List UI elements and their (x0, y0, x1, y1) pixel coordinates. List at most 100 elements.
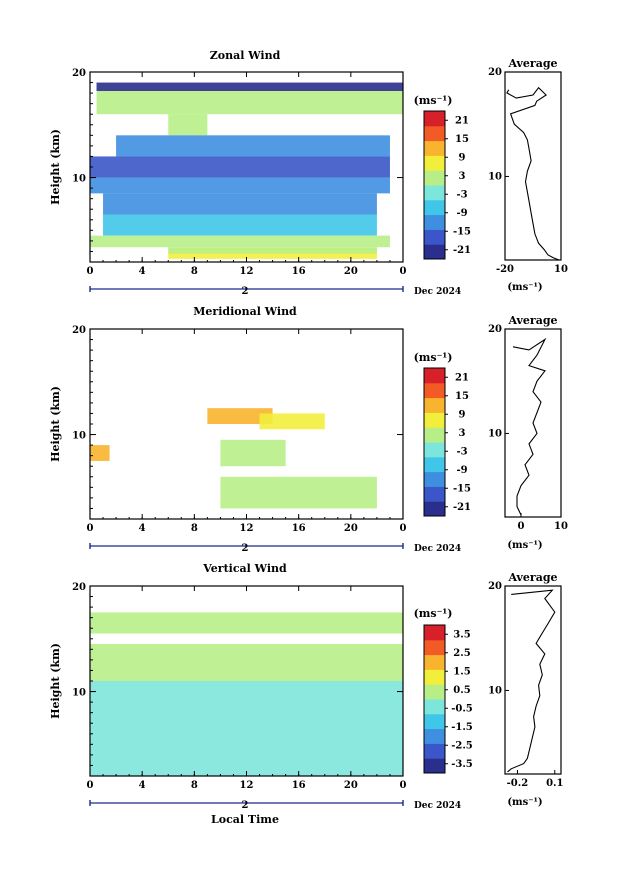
date-day: 2 (242, 543, 249, 554)
colorbar-tick-label: -0.5 (451, 703, 473, 714)
date-month: Dec 2024 (414, 544, 461, 554)
average-x-tick-label: 0.1 (546, 778, 563, 789)
colorbar-segment (424, 699, 445, 715)
colorbar-tick-label: 9 (459, 152, 466, 163)
colorbar-tick-label: 21 (455, 372, 469, 383)
colorbar-tick-label: -15 (453, 226, 471, 237)
colorbar-frame (423, 367, 446, 517)
heatmap-layer (96, 91, 403, 115)
colorbar-segment (424, 625, 445, 641)
colorbar-segment (424, 368, 445, 384)
colorbar-tick-label: 15 (455, 134, 469, 145)
average-profile-line (512, 337, 547, 516)
colorbar-segment (424, 743, 445, 759)
y-tick-label: 10 (72, 174, 86, 185)
date-day: 2 (242, 286, 249, 297)
colorbar-segment (424, 684, 445, 700)
x-tick-label: 16 (292, 780, 306, 791)
colorbar: 3.5 2.5 1.5 0.5 -0.5 -1.5 -2.5 -3.5 (423, 624, 473, 774)
colorbar-segment (424, 185, 445, 201)
heatmap-main: 0 4 8 12 16 20 0 10 20 (72, 582, 407, 806)
colorbar-segment (424, 140, 445, 156)
heatmap-layer (116, 135, 390, 157)
average-y-tick-label: 20 (488, 581, 502, 592)
x-tick-label: 4 (139, 780, 146, 791)
colorbar-unit: (ms⁻¹) (414, 351, 453, 364)
panel-vertical-wind: Vertical Wind Height (km) 0 4 8 12 16 20 01020… (49, 562, 563, 826)
colorbar-tick-label: 3.5 (453, 629, 470, 640)
colorbar-segment (424, 486, 445, 502)
colorbar-segment (424, 382, 445, 399)
x-tick-label: 12 (240, 780, 254, 791)
x-axis-label: Local Time (211, 813, 279, 826)
colorbar-segment (424, 442, 445, 458)
colorbar-tick-label: 2.5 (453, 648, 470, 659)
colorbar-tick-label: -3.5 (451, 759, 473, 770)
average-title: Average (507, 57, 557, 70)
average-y-tick-label: 10 (488, 685, 502, 696)
colorbar-segment (424, 199, 445, 216)
heatmap-layer (90, 681, 403, 776)
average-y-tick-label: 20 (488, 67, 502, 78)
y-tick-label: 10 (72, 688, 86, 699)
colorbar-segment (424, 501, 445, 517)
average-profile-line (507, 589, 556, 773)
average-frame (504, 585, 562, 775)
heatmap-layer (168, 114, 208, 136)
colorbar-segment (424, 244, 445, 260)
x-tick-label: 20 (344, 523, 358, 534)
x-tick-label: 16 (292, 523, 306, 534)
colorbar-tick-label: -3 (456, 446, 467, 457)
panel-meridional-wind: Meridional Wind Height (km) 0 4 8 12 16 20 010… (49, 305, 568, 554)
colorbar-segment (424, 125, 445, 142)
colorbar: 21 15 9 3 -3 -9 -15 -21 (423, 110, 471, 260)
colorbar-tick-label: 0.5 (453, 685, 470, 696)
average-xlabel: (ms⁻¹) (507, 282, 542, 293)
heatmap-main: 0 4 8 12 16 20 0 10 20 (72, 325, 407, 549)
colorbar-segment (424, 397, 445, 413)
colorbar: 21 15 9 3 -3 -9 -15 -21 (423, 367, 471, 517)
colorbar-segment (424, 427, 445, 443)
colorbar-segment (424, 229, 445, 245)
x-tick-label: 20 (344, 780, 358, 791)
heatmap-layer (103, 214, 377, 236)
y-tick-label: 20 (72, 582, 86, 593)
average-frame (504, 328, 562, 518)
average-y-tick-label: 10 (488, 428, 502, 439)
colorbar-tick-label: -9 (456, 465, 467, 476)
average-x-tick-label: 10 (554, 521, 568, 532)
colorbar-segment (424, 214, 445, 230)
heatmap-layer (90, 177, 390, 194)
colorbar-tick-label: -21 (453, 245, 471, 256)
y-axis-label: Height (km) (49, 386, 62, 462)
x-tick-label: 8 (191, 523, 198, 534)
colorbar-tick-label: -15 (453, 483, 471, 494)
average-profile-panel: 0 10 10 20 (488, 324, 568, 532)
heatmap-layer (207, 408, 273, 424)
colorbar-tick-label: 3 (459, 171, 466, 182)
panel-title: Zonal Wind (210, 49, 281, 62)
x-tick-label: 0 (87, 266, 94, 277)
y-tick-label: 20 (72, 68, 86, 79)
colorbar-unit: (ms⁻¹) (414, 94, 453, 107)
colorbar-segment (424, 155, 445, 171)
panel-title: Meridional Wind (193, 305, 297, 318)
colorbar-segment (424, 471, 445, 487)
colorbar-segment (424, 412, 445, 428)
y-axis-label: Height (km) (49, 643, 62, 719)
x-tick-label: 4 (139, 523, 146, 534)
colorbar-tick-label: 21 (455, 115, 469, 126)
colorbar-segment (424, 170, 445, 186)
date-month: Dec 2024 (414, 801, 461, 811)
colorbar-unit: (ms⁻¹) (414, 607, 453, 620)
colorbar-segment (424, 654, 445, 670)
colorbar-segment (424, 111, 445, 127)
colorbar-tick-label: -1.5 (451, 722, 473, 733)
average-title: Average (507, 314, 557, 327)
average-x-tick-label: 0 (518, 521, 525, 532)
colorbar-tick-label: -3 (456, 189, 467, 200)
average-profile-line (506, 86, 560, 261)
average-x-tick-label: -20 (496, 264, 514, 275)
average-y-tick-label: 10 (488, 171, 502, 182)
